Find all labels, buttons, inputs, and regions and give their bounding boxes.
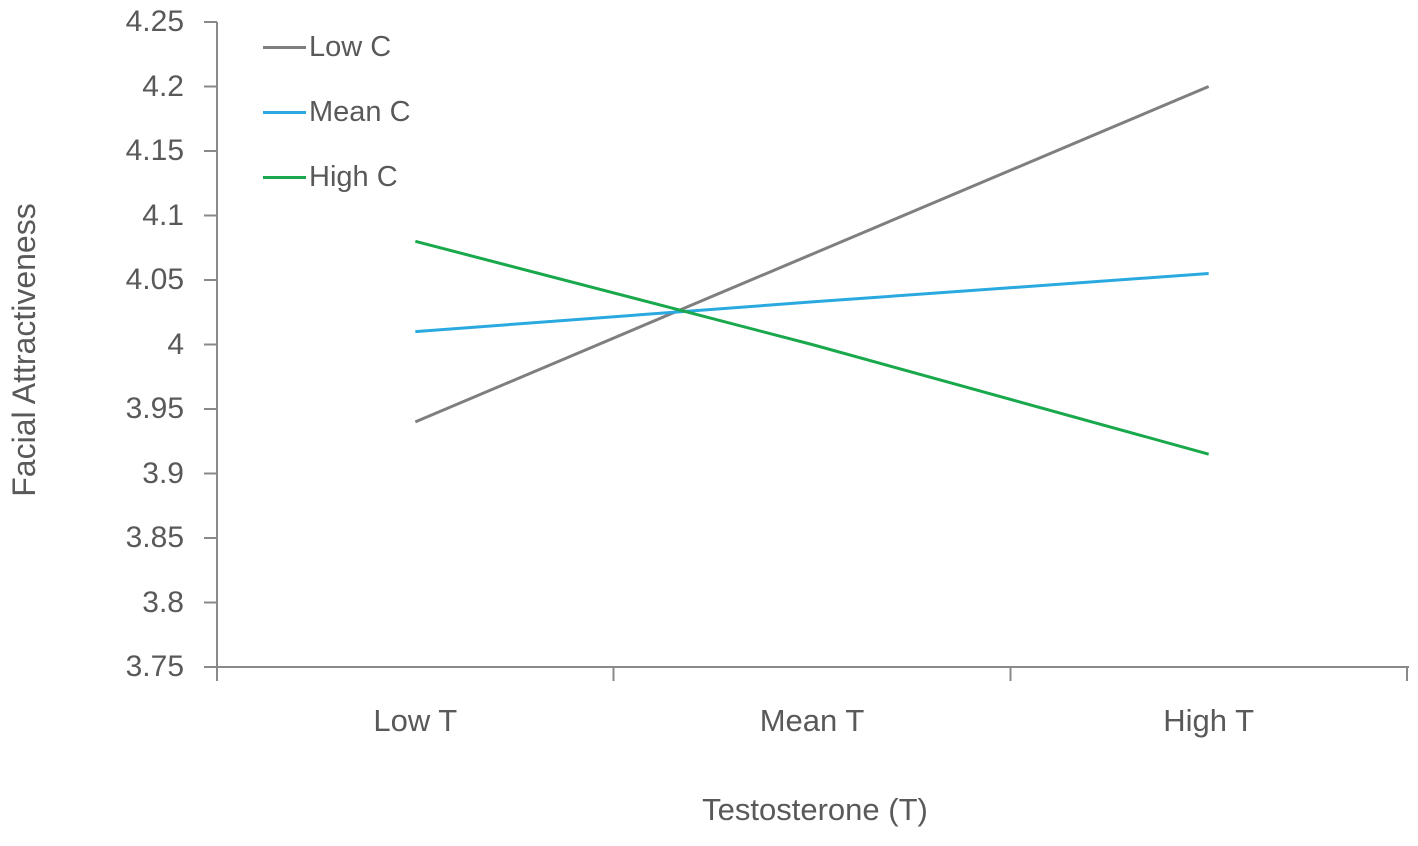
legend-swatch-low-c-line-icon [263,45,306,49]
x-axis-title: Testosterone (T) [702,792,928,827]
legend-label-high-c: High C [309,160,398,193]
series-line-high-c [414,239,1210,456]
y-tick-label: 3.75 [125,650,184,683]
legend-label-mean-c: Mean C [309,95,411,128]
y-tick-label: 4.2 [142,69,184,103]
y-tick-label: 4.15 [125,134,184,167]
y-tick-label: 4.1 [142,198,184,232]
legend-label-low-c: Low C [309,30,392,63]
y-tick-label: 4.05 [125,263,184,296]
legend-item-mean-c: Mean C [263,94,411,130]
y-axis-title: Facial Attractiveness [6,203,42,497]
legend-item-low-c: Low C [263,29,391,65]
series-line-low-c [414,85,1210,424]
y-tick-label: 3.9 [142,456,184,490]
legend-swatch-high-c-line-icon [263,175,306,179]
series-line-mean-c [415,272,1209,334]
y-tick-label: 4 [167,327,184,361]
x-tick-label: High T [1163,703,1255,738]
y-tick-label: 3.85 [125,521,184,554]
legend-item-high-c: High C [263,159,398,195]
x-tick-label: Mean T [759,703,865,738]
legend-swatch-mean-c-line-icon [263,110,306,114]
y-tick-label: 3.95 [125,392,184,425]
x-tick-label: Low T [373,703,458,738]
y-tick-label: 3.8 [142,585,184,619]
y-tick-label: 4.25 [125,5,184,38]
